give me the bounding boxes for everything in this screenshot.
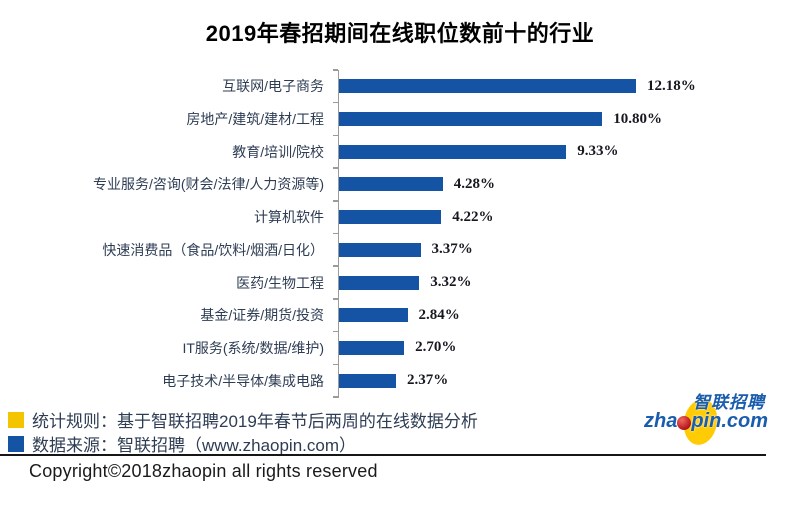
logo-domain-suffix: pin.com <box>691 410 769 432</box>
bar <box>338 275 420 290</box>
category-label: 互联网/电子商务 <box>222 78 324 95</box>
value-label: 3.32% <box>430 274 472 291</box>
axis-tick <box>333 134 338 137</box>
category-label: 计算机软件 <box>254 209 324 226</box>
category-label: 房地产/建筑/建材/工程 <box>186 111 324 128</box>
bar <box>338 144 567 159</box>
axis-tick <box>333 396 338 398</box>
axis-tick <box>333 232 338 235</box>
footnote-text: 统计规则：基于智联招聘2019年春节后两周的在线数据分析 <box>32 412 478 431</box>
bar <box>338 210 442 225</box>
axis-tick <box>333 69 338 71</box>
blue-square-marker <box>8 435 24 452</box>
bar <box>338 177 443 192</box>
value-label: 2.70% <box>415 339 457 356</box>
value-label: 9.33% <box>577 143 619 160</box>
axis-tick <box>333 265 338 267</box>
bar-row: 基金/证券/期货/投资 2.84% <box>0 299 800 332</box>
category-label: 医药/生物工程 <box>236 274 324 291</box>
axis-tick <box>333 363 338 366</box>
bar-row: 互联网/电子商务 12.18% <box>0 70 800 103</box>
bar-row: 教育/培训/院校 9.33% <box>0 135 800 168</box>
category-label: IT服务(系统/数据/维护) <box>182 339 324 356</box>
bar-chart: 互联网/电子商务 12.18% 房地产/建筑/建材/工程 10.80% 教育/培训/院校… <box>0 69 800 399</box>
value-label: 2.37% <box>407 372 449 389</box>
category-label: 快速消费品（食品/饮料/烟酒/日化） <box>102 241 324 258</box>
category-label: 专业服务/咨询(财会/法律/人力资源等) <box>93 176 324 193</box>
footnote-statistic-rule: 统计规则：基于智联招聘2019年春节后两周的在线数据分析 <box>8 407 478 432</box>
bar <box>338 79 636 94</box>
value-label: 4.28% <box>453 175 495 192</box>
footer-divider-line <box>0 454 766 456</box>
yellow-square-marker <box>8 411 24 428</box>
category-label: 基金/证券/期货/投资 <box>200 307 324 324</box>
value-label: 10.80% <box>613 110 662 127</box>
category-label: 教育/培训/院校 <box>232 143 324 160</box>
bar <box>338 373 396 388</box>
logo-chinese-text: 智联招聘 <box>693 393 765 412</box>
category-label: 电子技术/半导体/集成电路 <box>162 372 324 389</box>
bar-row: 房地产/建筑/建材/工程 10.80% <box>0 103 800 136</box>
logo-red-dot-icon <box>677 416 692 430</box>
logo-domain-prefix: zha <box>644 410 678 432</box>
bar-row: 电子技术/半导体/集成电路 2.37% <box>0 364 800 397</box>
axis-tick <box>333 101 338 104</box>
logo-domain-text: zha pin.com <box>644 410 768 433</box>
axis-tick <box>333 200 338 202</box>
bar <box>338 340 405 355</box>
value-label: 2.84% <box>418 306 460 323</box>
bar-row: 快速消费品（食品/饮料/烟酒/日化） 3.37% <box>0 234 800 267</box>
value-label: 4.22% <box>452 208 494 225</box>
footnote-data-source: 数据来源：智联招聘（www.zhaopin.com） <box>8 431 356 456</box>
bar-row: 计算机软件 4.22% <box>0 201 800 234</box>
axis-tick <box>333 330 338 333</box>
footnote-text: 数据来源：智联招聘（www.zhaopin.com） <box>32 436 357 455</box>
y-axis-line <box>338 70 339 398</box>
value-label: 3.37% <box>431 241 473 258</box>
axis-tick <box>333 167 338 169</box>
chart-title: 2019年春招期间在线职位数前十的行业 <box>205 21 595 46</box>
bar-row: 医药/生物工程 3.32% <box>0 266 800 299</box>
copyright-text: Copyright©2018zhaopin all rights reserve… <box>29 461 378 481</box>
axis-tick <box>333 298 338 300</box>
value-label: 12.18% <box>647 77 696 94</box>
bar <box>338 242 421 257</box>
bar <box>338 308 408 323</box>
bar-row: 专业服务/咨询(财会/法律/人力资源等) 4.28% <box>0 168 800 201</box>
bar-row: IT服务(系统/数据/维护) 2.70% <box>0 332 800 365</box>
zhaopin-logo: 智联招聘 zha pin.com <box>642 383 800 455</box>
bar <box>338 112 603 127</box>
